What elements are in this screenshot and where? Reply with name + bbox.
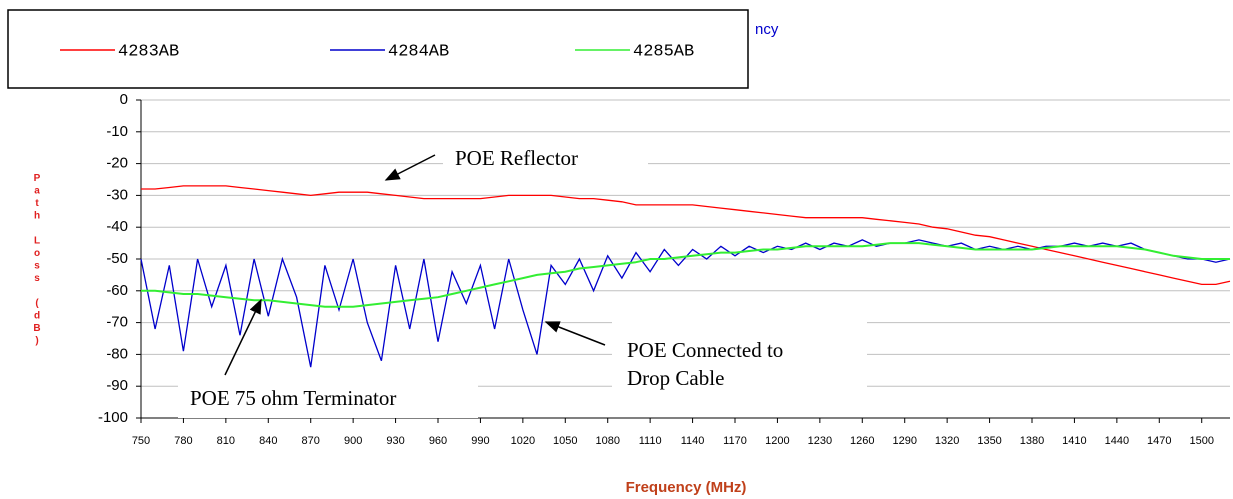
- x-tick-label: 1200: [765, 435, 789, 447]
- annotation-box: [443, 140, 648, 180]
- y-tick-label: -90: [106, 377, 128, 394]
- legend-label: 4285AB: [633, 42, 694, 61]
- x-tick-label: 1170: [723, 435, 747, 447]
- annotation-box: [178, 382, 478, 418]
- x-tick-label: 1260: [850, 435, 874, 447]
- annotation: POE Connected to: [627, 338, 783, 362]
- annotation-arrow: [544, 321, 606, 346]
- x-tick-label: 1470: [1147, 435, 1171, 447]
- annotation-arrow: [224, 298, 262, 376]
- x-tick-label: 840: [259, 435, 277, 447]
- x-tick-label: 1320: [935, 435, 959, 447]
- x-tick-label: 900: [344, 435, 362, 447]
- annotation: POE 75 ohm Terminator: [190, 386, 396, 410]
- y-tick-label: -70: [106, 314, 128, 331]
- x-tick-label: 1350: [977, 435, 1001, 447]
- series-line: [141, 242, 1230, 308]
- x-axis-label: Frequency (MHz): [626, 479, 747, 496]
- y-tick-label: 0: [120, 91, 128, 108]
- x-tick-label: 930: [386, 435, 404, 447]
- x-tick-label: 1080: [595, 435, 619, 447]
- x-tick-label: 1050: [553, 435, 577, 447]
- x-tick-label: 1290: [892, 435, 916, 447]
- y-tick-label: -20: [106, 155, 128, 172]
- annotation: POE Reflector: [455, 146, 578, 170]
- chart-title: ncy: [755, 21, 779, 38]
- x-tick-label: 1110: [639, 435, 662, 447]
- annotation-box: [612, 322, 867, 390]
- y-tick-label: -60: [106, 282, 128, 299]
- y-tick-label: -40: [106, 218, 128, 235]
- y-tick-label: -50: [106, 250, 128, 267]
- annotation: Drop Cable: [627, 366, 724, 390]
- series-line: [141, 185, 1231, 286]
- x-tick-label: 870: [302, 435, 320, 447]
- x-tick-label: 1440: [1105, 435, 1129, 447]
- legend-label: 4283AB: [118, 42, 179, 61]
- legend-box: [7, 9, 749, 89]
- x-tick-label: 810: [217, 435, 235, 447]
- x-tick-label: 780: [174, 435, 192, 447]
- x-tick-label: 1410: [1062, 435, 1086, 447]
- x-tick-label: 750: [132, 435, 150, 447]
- x-tick-label: 990: [471, 435, 489, 447]
- y-tick-label: -100: [98, 409, 128, 426]
- x-tick-label: 1020: [511, 435, 535, 447]
- x-tick-label: 1380: [1020, 435, 1044, 447]
- y-tick-label: -80: [106, 345, 128, 362]
- x-tick-label: 960: [429, 435, 447, 447]
- y-tick-label: -10: [106, 123, 128, 140]
- x-tick-label: 1140: [681, 435, 705, 447]
- x-tick-label: 1500: [1189, 435, 1213, 447]
- y-tick-label: -30: [106, 186, 128, 203]
- x-tick-label: 1230: [808, 435, 832, 447]
- annotation-arrow: [384, 154, 436, 181]
- legend-label: 4284AB: [388, 42, 449, 61]
